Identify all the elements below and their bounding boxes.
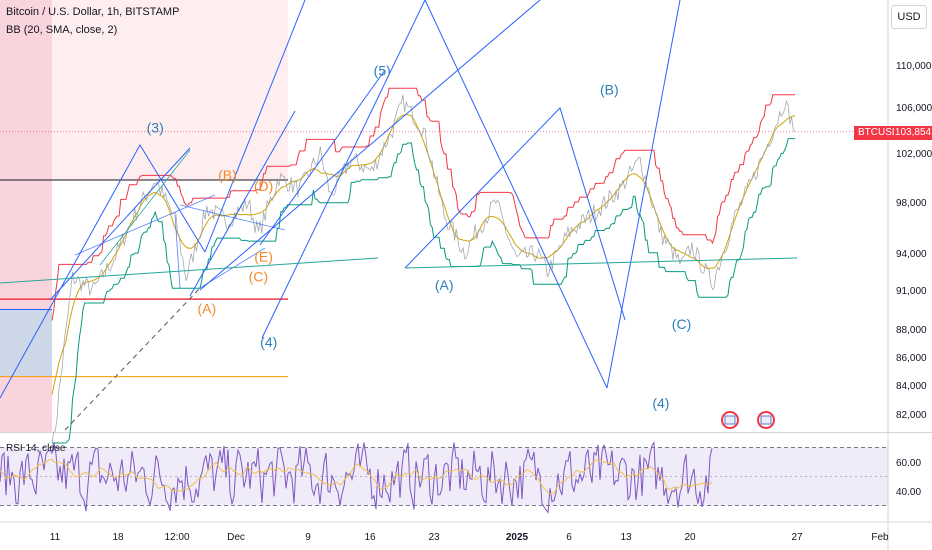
resistance-zone-upper — [52, 0, 288, 180]
rsi-pane — [0, 432, 932, 514]
y-tick-label-6: 88,000 — [896, 325, 927, 336]
projection-dashed-line — [64, 287, 201, 431]
elliott-wave-drawings: (3) (5) (B) (B) (D) (E) (C) (A) (4) (A) (C) (4) — [0, 0, 798, 431]
last-price-value: 103,854 — [894, 127, 932, 138]
trendline-green-2 — [404, 257, 798, 269]
wave-label-7: (A) — [197, 300, 216, 316]
bb-lower-band — [52, 138, 795, 444]
wave-line-9 — [259, 69, 386, 246]
price-badge: BTCUSD — [854, 126, 904, 140]
wave-line-2 — [261, 0, 426, 339]
triangle-line-3 — [179, 204, 286, 231]
bb-indicator-label: BB (20, SMA, close, 2) — [6, 24, 118, 36]
rsi-tick-label-0: 60.00 — [896, 458, 921, 469]
x-tick-label-4: 9 — [305, 532, 311, 543]
wave-line-0 — [0, 144, 206, 399]
triangle-line-0 — [174, 214, 181, 289]
x-tick-label-3: Dec — [227, 532, 245, 543]
close-price-line — [51, 94, 796, 444]
y-tick-label-2: 102,000 — [896, 149, 932, 160]
x-tick-label-8: 6 — [566, 532, 572, 543]
trendline-green-3 — [99, 149, 191, 266]
y-tick-label-8: 84,000 — [896, 381, 927, 392]
x-tick-label-2: 12:00 — [164, 532, 189, 543]
wave-label-9: (A) — [435, 277, 454, 293]
wave-label-10: (C) — [672, 316, 691, 332]
y-tick-label-3: 98,000 — [896, 198, 927, 209]
symbol-title: Bitcoin / U.S. Dollar, 1h, BITSTAMP — [6, 6, 180, 18]
price-badge-ticker: BTCUSD — [858, 127, 900, 138]
rsi-indicator-label: RSI 14, close — [6, 443, 66, 454]
price-series — [0, 94, 888, 444]
x-tick-label-5: 16 — [364, 532, 376, 543]
wave-line-7 — [189, 110, 296, 297]
event-flag-icon-1 — [760, 415, 772, 425]
x-tick-label-12: Feb — [871, 532, 889, 543]
wave-label-1: (5) — [374, 63, 391, 79]
x-tick-label-1: 18 — [112, 532, 124, 543]
wave-label-0: (3) — [147, 119, 164, 135]
x-tick-label-9: 13 — [620, 532, 632, 543]
bb-upper-band — [51, 87, 795, 321]
wave-line-3 — [424, 0, 608, 389]
trendline-green-1 — [0, 257, 379, 284]
y-tick-label-5: 91,000 — [896, 286, 927, 297]
wave-line-5 — [404, 107, 626, 321]
x-tick-label-11: 27 — [791, 532, 803, 543]
rsi-ma-line — [0, 458, 713, 495]
wave-label-3: (B) — [218, 167, 237, 183]
rsi-tick-label-1: 40.00 — [896, 487, 921, 498]
wave-line-6 — [49, 147, 191, 301]
y-tick-label-0: 110,000 — [896, 61, 932, 72]
wave-line-1 — [204, 0, 306, 253]
currency-button[interactable]: USD — [891, 5, 927, 29]
price-badge-value: 103,854 — [894, 126, 932, 140]
event-flag-icon-0 — [724, 415, 736, 425]
wave-label-6: (C) — [249, 268, 268, 284]
wave-label-2: (B) — [600, 81, 619, 97]
x-tick-label-6: 23 — [428, 532, 440, 543]
wave-label-8: (4) — [260, 334, 277, 350]
wave-line-8 — [199, 0, 541, 291]
background-zones — [0, 0, 288, 432]
wave-label-5: (E) — [254, 249, 273, 265]
x-tick-label-10: 20 — [684, 532, 696, 543]
x-tick-label-0: 11 — [50, 532, 61, 543]
y-tick-label-9: 82,000 — [896, 410, 927, 421]
currency-label: USD — [897, 11, 921, 23]
y-tick-label-1: 106,000 — [896, 103, 932, 114]
wave-label-4: (D) — [254, 178, 273, 194]
wave-label-11: (4) — [652, 395, 669, 411]
wave-line-4 — [606, 0, 681, 389]
blue-box-zone — [0, 309, 52, 377]
x-tick-label-7: 2025 — [506, 532, 529, 543]
rsi-line — [0, 441, 713, 514]
y-tick-label-4: 94,000 — [896, 249, 927, 260]
y-tick-label-7: 86,000 — [896, 353, 927, 364]
triangle-line-2 — [74, 194, 216, 256]
